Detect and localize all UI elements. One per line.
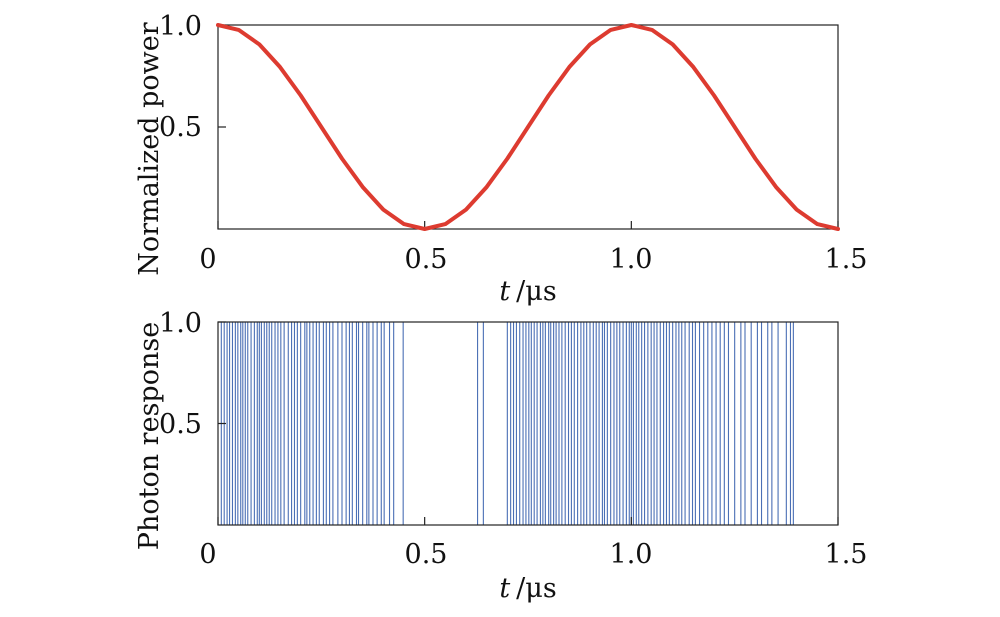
ytick-label-1.0-bottom: 1.0 [159,308,202,339]
x-axis-unit: /μs [516,276,557,307]
y-axis-label: Normalized power [134,22,165,275]
ytick-label-1.0: 1.0 [159,11,202,42]
xtick-label-0.5: 0.5 [405,244,448,275]
xtick-label-0: 0 [199,244,216,275]
photon-spikes-group [220,322,794,525]
power-curve-group [216,23,840,231]
xtick-label-0-bottom: 0 [199,539,216,570]
ytick-label-0.5: 0.5 [159,112,202,143]
ytick-label-0.5-bottom: 0.5 [159,409,202,440]
y-axis-label-bottom: Photon response [134,322,165,550]
xtick-label-0.5-bottom: 0.5 [405,539,448,570]
power-curve-line [216,23,840,231]
xtick-label-1.5-bottom: 1.5 [825,539,868,570]
panel-normalized-power: 1.0 0.5 0 0.5 1.0 1.5 t/μs Normalized po… [134,11,867,307]
x-axis-label: t/μs [499,276,556,307]
x-axis-var: t [499,276,510,307]
xtick-label-1.0: 1.0 [610,244,653,275]
x-axis-unit-bottom: /μs [516,573,557,604]
tick-marks-bottom [217,321,839,525]
x-axis-label-bottom: t/μs [499,573,556,604]
xtick-label-1.0-bottom: 1.0 [610,539,653,570]
panel-photon-response: 1.0 0.5 0 0.5 1.0 1.5 t/μs Photon respon… [134,308,867,604]
x-axis-var-bottom: t [499,573,510,604]
xtick-label-1.5: 1.5 [825,244,868,275]
